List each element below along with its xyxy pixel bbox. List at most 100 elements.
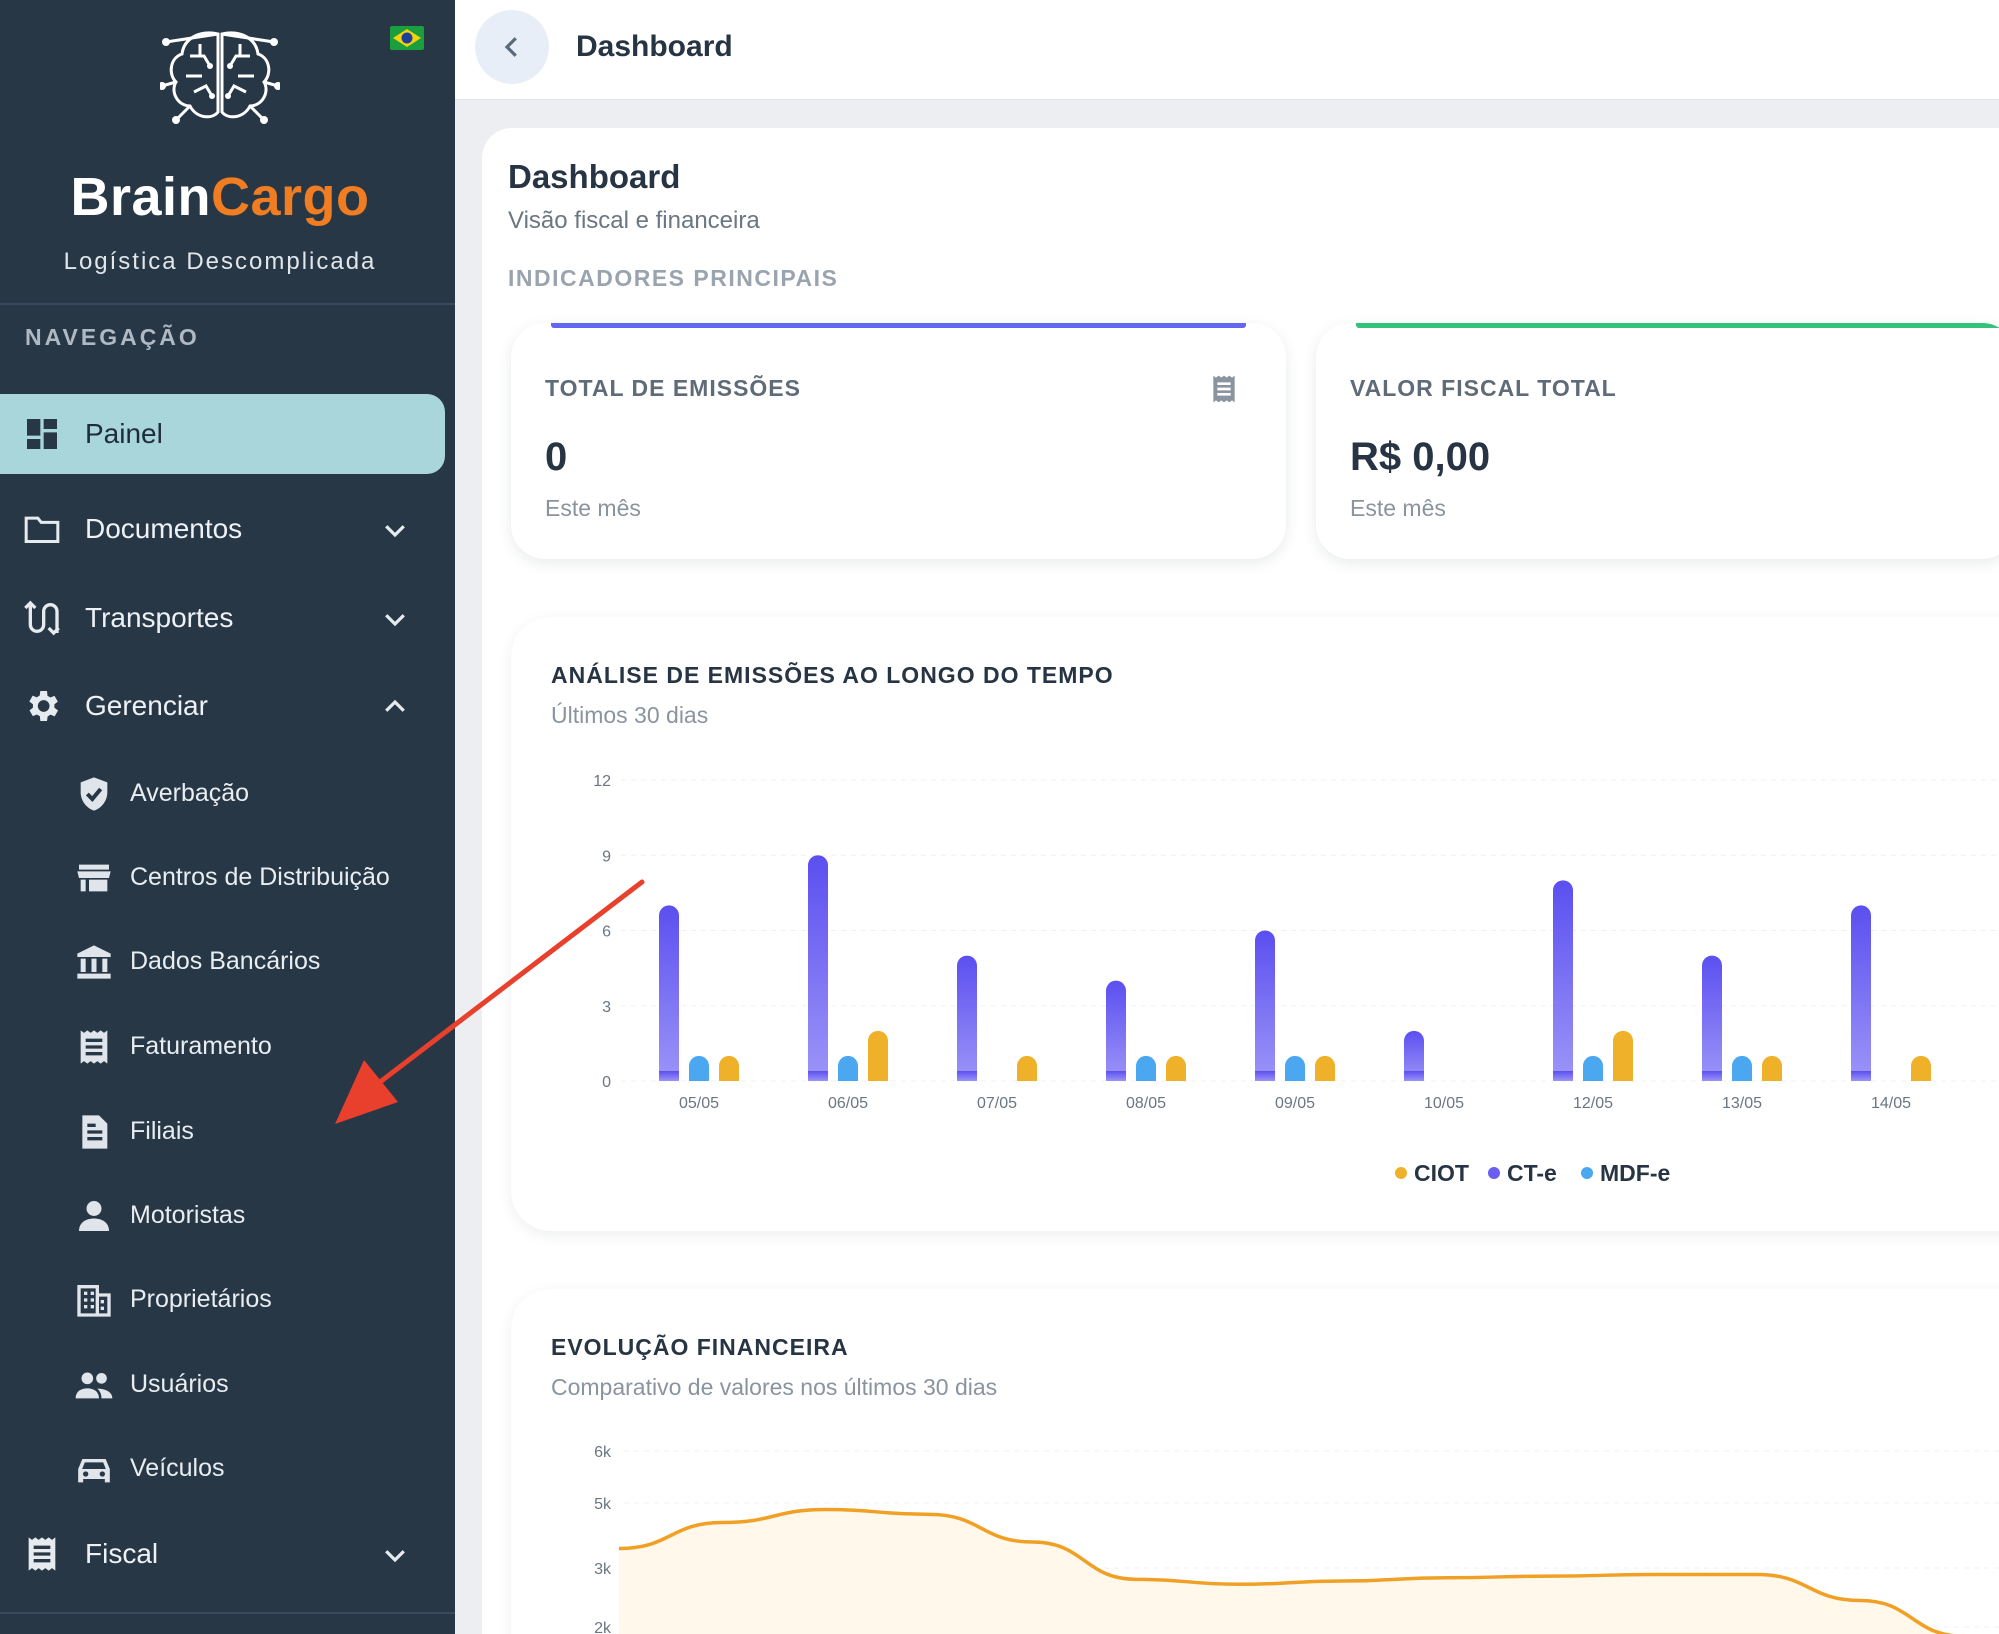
brand-name-part2: Cargo bbox=[211, 167, 370, 227]
chevron-down-icon[interactable] bbox=[380, 515, 410, 545]
x-tick-label: 14/05 bbox=[1871, 1095, 1911, 1112]
bar-base bbox=[1851, 1071, 1871, 1081]
receipt-icon bbox=[28, 1537, 56, 1571]
sidebar-subitem-proprietarios[interactable]: Proprietários bbox=[0, 1264, 445, 1334]
finance-line bbox=[618, 1507, 1956, 1634]
sidebar-item-label: Painel bbox=[85, 418, 163, 449]
kpi-subtext: Este mês bbox=[545, 495, 641, 521]
sidebar-subitem-label: Centros de Distribuição bbox=[130, 862, 390, 891]
kpi-subtext: Este mês bbox=[1350, 495, 1446, 521]
document-icon bbox=[82, 1115, 108, 1149]
y-tick-label: 3k bbox=[594, 1561, 612, 1578]
legend-marker bbox=[1395, 1167, 1407, 1179]
kpi-value: 0 bbox=[545, 435, 568, 479]
sidebar-subitem-label: Faturamento bbox=[130, 1031, 272, 1060]
sidebar-subitem-label: Usuários bbox=[130, 1369, 229, 1398]
chevron-down-icon[interactable] bbox=[380, 1540, 410, 1570]
x-tick-label: 06/05 bbox=[828, 1095, 868, 1112]
x-tick-label: 12/05 bbox=[1573, 1095, 1613, 1112]
y-tick-label: 9 bbox=[602, 848, 611, 865]
finance-line-chart: 2k 3k 5k 6k bbox=[594, 1444, 1999, 1634]
sidebar-item-label: Transportes bbox=[85, 602, 234, 633]
bar-base bbox=[957, 1071, 977, 1081]
x-tick-label: 10/05 bbox=[1424, 1095, 1464, 1112]
sidebar-item-transportes[interactable]: Transportes bbox=[0, 578, 445, 658]
sidebar: BrainCargo Logística Descomplicada NAVEG… bbox=[0, 0, 455, 1634]
y-tick-label: 5k bbox=[594, 1496, 612, 1513]
finance-chart-card: EVOLUÇÃO FINANCEIRA Comparativo de valor… bbox=[511, 1289, 1999, 1634]
bar-base bbox=[1732, 1071, 1752, 1081]
bar-base bbox=[1911, 1071, 1931, 1081]
chart-title: ANÁLISE DE EMISSÕES AO LONGO DO TEMPO bbox=[551, 662, 1114, 688]
sidebar-subitem-label: Filiais bbox=[130, 1116, 194, 1145]
bar-base bbox=[659, 1071, 679, 1081]
bar-base bbox=[1017, 1071, 1037, 1081]
chart-subtitle: Últimos 30 dias bbox=[551, 702, 709, 728]
chart-title: EVOLUÇÃO FINANCEIRA bbox=[551, 1334, 849, 1360]
x-tick-label: 09/05 bbox=[1275, 1095, 1315, 1112]
bar-cte bbox=[1255, 930, 1275, 1081]
bar-base bbox=[1136, 1071, 1156, 1081]
legend-label: CIOT bbox=[1414, 1160, 1469, 1186]
y-tick-label: 12 bbox=[593, 773, 611, 790]
kpi-accent-bar bbox=[1356, 323, 1999, 328]
route-icon bbox=[24, 600, 60, 636]
brand-header: BrainCargo Logística Descomplicada bbox=[0, 0, 455, 305]
receipt-icon bbox=[1213, 375, 1235, 403]
sidebar-subitem-motoristas[interactable]: Motoristas bbox=[0, 1180, 445, 1250]
legend-label: MDF-e bbox=[1600, 1160, 1670, 1186]
nav-section-title: NAVEGAÇÃO bbox=[25, 324, 200, 350]
sidebar-subitem-veiculos[interactable]: Veículos bbox=[0, 1433, 445, 1503]
finance-area bbox=[619, 1509, 1964, 1634]
bar-cte bbox=[1702, 955, 1722, 1081]
brand-name-part1: Brain bbox=[70, 167, 212, 227]
bar-base bbox=[1702, 1071, 1722, 1081]
car-icon bbox=[78, 1459, 110, 1483]
bar-base bbox=[1583, 1071, 1603, 1081]
chevron-down-icon[interactable] bbox=[380, 604, 410, 634]
back-button[interactable] bbox=[475, 10, 549, 84]
x-tick-label: 08/05 bbox=[1126, 1095, 1166, 1112]
brazil-flag-icon[interactable] bbox=[390, 26, 424, 50]
x-tick-label: 05/05 bbox=[679, 1095, 719, 1112]
legend-marker bbox=[1488, 1167, 1500, 1179]
sidebar-subitem-centros-distribuicao[interactable]: Centros de Distribuição bbox=[0, 842, 445, 912]
bar-ciot bbox=[1613, 1030, 1633, 1081]
top-bar: Dashboard bbox=[455, 0, 1999, 100]
chevron-up-icon[interactable] bbox=[380, 692, 410, 722]
header-title: Dashboard bbox=[576, 30, 733, 63]
bar-base bbox=[1255, 1071, 1275, 1081]
sidebar-subitem-usuarios[interactable]: Usuários bbox=[0, 1349, 445, 1419]
brand-tagline: Logística Descomplicada bbox=[63, 248, 377, 275]
kpi-label: TOTAL DE EMISSÕES bbox=[545, 375, 801, 401]
kpi-card-valor-fiscal: VALOR FISCAL TOTAL R$ 0,00 Este mês bbox=[1316, 323, 1999, 559]
bar-cte bbox=[1553, 880, 1573, 1081]
bank-icon bbox=[77, 945, 111, 979]
sidebar-subitem-label: Motoristas bbox=[130, 1200, 246, 1229]
section-title: INDICADORES PRINCIPAIS bbox=[508, 265, 839, 291]
legend-marker bbox=[1581, 1167, 1593, 1179]
sidebar-subitem-filiais[interactable]: Filiais bbox=[0, 1096, 445, 1166]
sidebar-item-label: Gerenciar bbox=[85, 690, 208, 721]
page-subtitle: Visão fiscal e financeira bbox=[508, 207, 760, 234]
sidebar-item-gerenciar[interactable]: Gerenciar bbox=[0, 666, 445, 746]
sidebar-subitem-faturamento[interactable]: Faturamento bbox=[0, 1011, 445, 1081]
sidebar-item-documentos[interactable]: Documentos bbox=[0, 489, 445, 569]
y-tick-label: 6 bbox=[602, 924, 611, 941]
bar-cte bbox=[1106, 980, 1126, 1081]
sidebar-item-label: Documentos bbox=[85, 513, 243, 544]
bar-base bbox=[1166, 1071, 1186, 1081]
sidebar-item-fiscal[interactable]: Fiscal bbox=[0, 1514, 445, 1594]
bar-base bbox=[868, 1071, 888, 1081]
sidebar-item-painel[interactable]: Painel bbox=[0, 394, 445, 474]
receipt-icon bbox=[80, 1030, 108, 1064]
page-title: Dashboard bbox=[508, 158, 681, 195]
bar-base bbox=[1762, 1071, 1782, 1081]
sidebar-subitem-averbacao[interactable]: Averbação bbox=[0, 758, 445, 828]
gear-icon bbox=[29, 691, 59, 721]
sidebar-subitem-dados-bancarios[interactable]: Dados Bancários bbox=[0, 926, 445, 996]
sidebar-subitem-label: Averbação bbox=[130, 778, 250, 807]
kpi-card-total-emissoes: TOTAL DE EMISSÕES 0 Este mês bbox=[511, 323, 1286, 559]
bar-base bbox=[1285, 1071, 1305, 1081]
bar-cte bbox=[1851, 905, 1871, 1081]
